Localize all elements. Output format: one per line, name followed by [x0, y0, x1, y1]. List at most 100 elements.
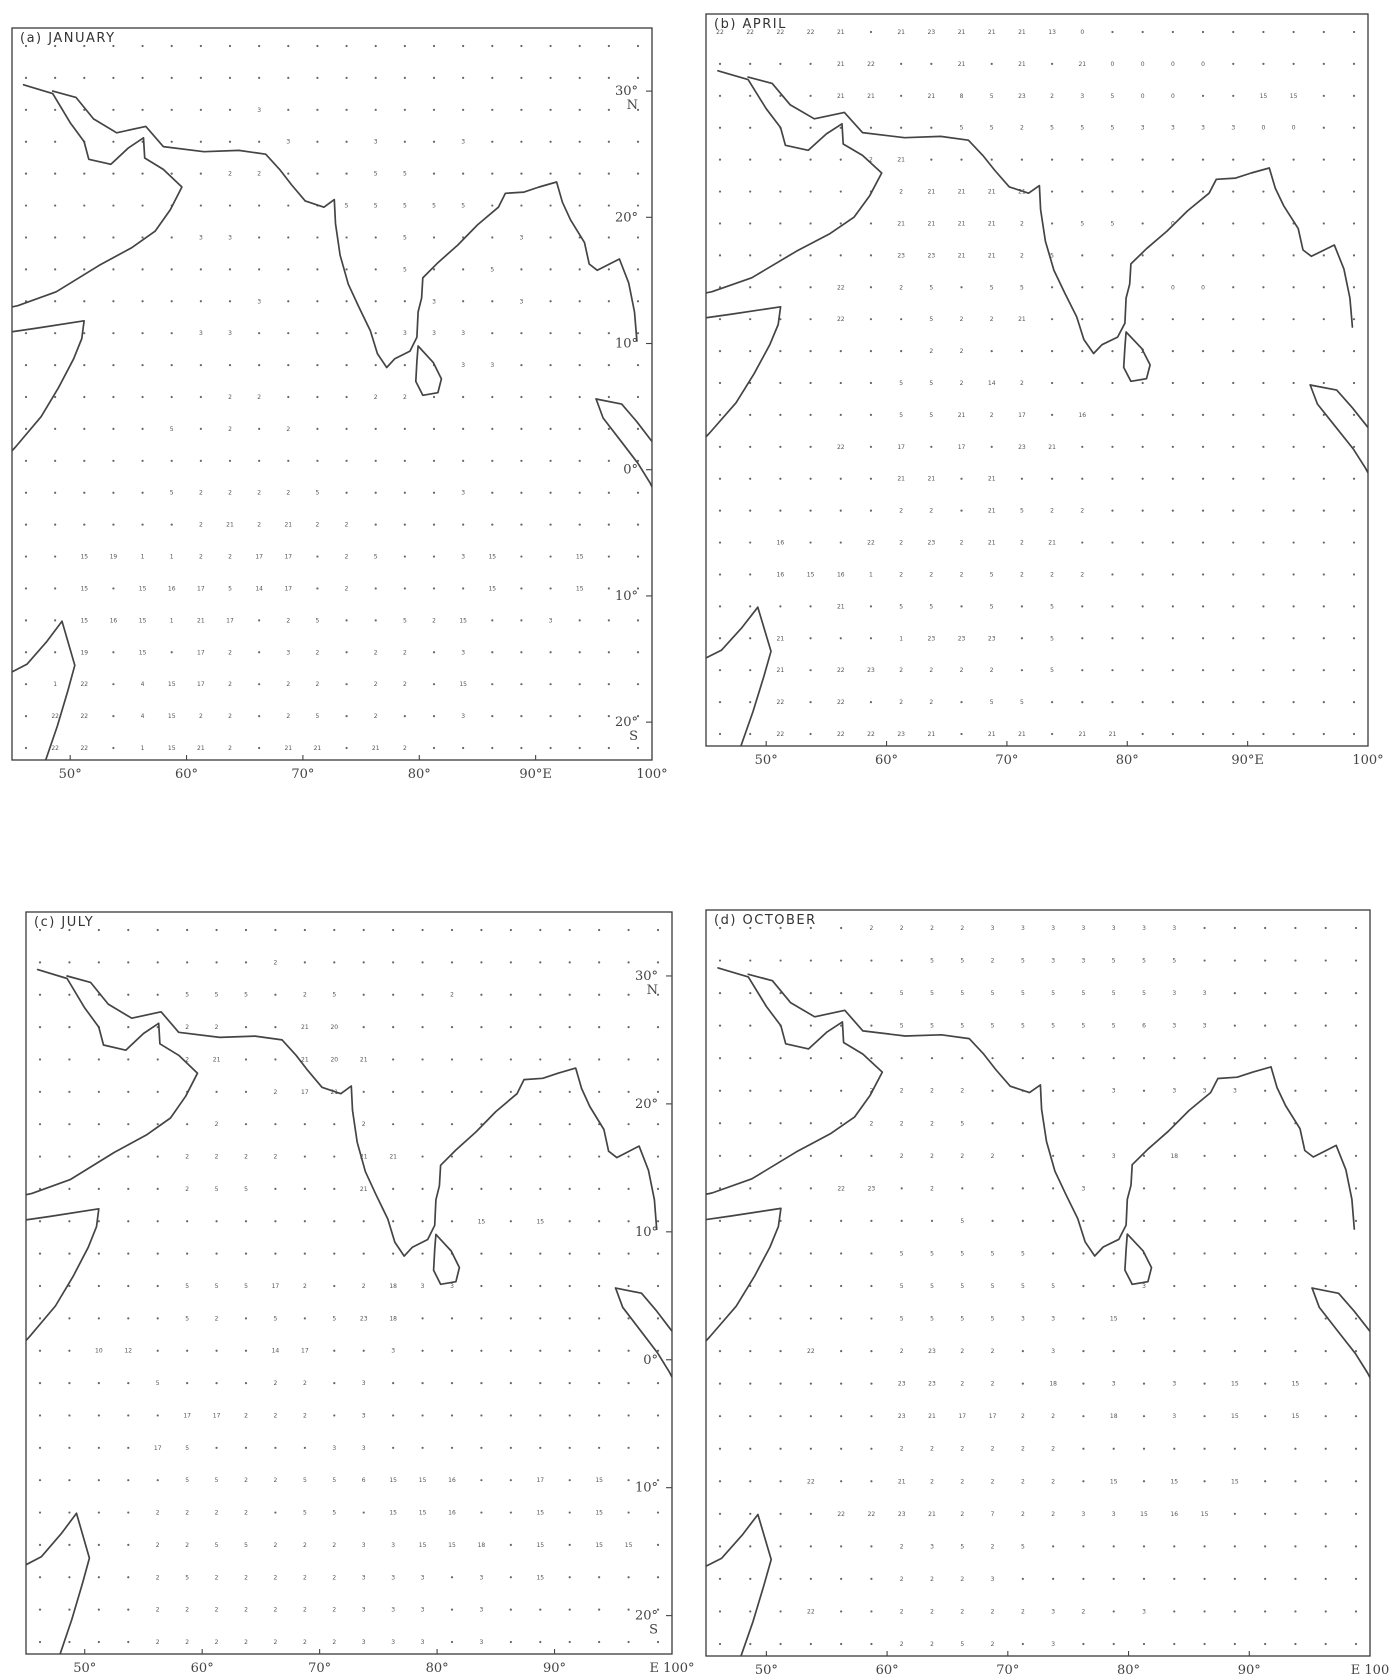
grid-point [38, 1155, 42, 1158]
grid-point [598, 1252, 601, 1255]
grid-point [244, 1123, 248, 1126]
grid-point [1142, 1577, 1146, 1581]
grid-point [432, 268, 436, 271]
grid-code-value: 18 [389, 1315, 397, 1322]
grid-point [186, 1123, 189, 1126]
grid-point [345, 395, 348, 399]
grid-point [961, 1187, 964, 1190]
grid-point [345, 491, 348, 494]
grid-point [1081, 158, 1084, 161]
grid-point [1052, 1089, 1055, 1092]
grid-code-value: 3 [391, 1607, 395, 1614]
grid-point [1294, 1642, 1297, 1646]
grid-point [840, 1154, 843, 1157]
grid-code-value: 2 [228, 426, 232, 433]
grid-point [1203, 959, 1206, 962]
grid-point [480, 1349, 483, 1352]
lat-tick-label: S [649, 1623, 658, 1638]
grid-code-value: 5 [930, 1316, 934, 1323]
grid-point [749, 1122, 752, 1125]
grid-code-value: 5 [1021, 1023, 1025, 1030]
grid-point [54, 523, 57, 526]
grid-point [345, 683, 348, 686]
grid-code-value: 5 [332, 1315, 336, 1322]
grid-code-value: 3 [1021, 1316, 1025, 1323]
grid-point [509, 1414, 512, 1417]
grid-code-value: 5 [403, 203, 407, 210]
grid-code-value: 2 [991, 1543, 995, 1550]
grid-code-value: 2 [286, 490, 290, 497]
grid-point [374, 76, 377, 80]
grid-code-value: 2 [900, 1446, 904, 1453]
grid-point [1233, 1187, 1236, 1190]
grid-point [421, 1317, 424, 1320]
grid-code-value: 21 [928, 93, 936, 100]
grid-point [54, 300, 57, 303]
grid-code-value: 0 [1171, 61, 1175, 68]
grid-code-value: 3 [1082, 958, 1086, 965]
grid-code-value: 23 [897, 252, 905, 259]
grid-point [392, 1123, 395, 1126]
grid-point [809, 732, 812, 736]
grid-point [779, 286, 782, 289]
grid-point [607, 555, 610, 558]
grid-point [627, 1511, 630, 1514]
grid-point [38, 1608, 42, 1611]
grid-code-value: 5 [960, 1218, 964, 1225]
grid-point [450, 1317, 454, 1320]
grid-point [718, 1187, 722, 1190]
grid-code-value: 2 [930, 925, 934, 932]
grid-point [112, 172, 115, 175]
lat-tick-label: 10° [615, 337, 638, 352]
grid-point [392, 1252, 395, 1255]
grid-code-value: 23 [1018, 444, 1026, 451]
grid-point [656, 961, 660, 964]
grid-point [870, 1480, 873, 1483]
grid-code-value: 2 [185, 1510, 189, 1517]
grid-point [127, 993, 130, 996]
grid-code-value: 0 [1171, 284, 1175, 291]
grid-point [1352, 94, 1356, 97]
grid-point [749, 190, 752, 193]
grid-point [112, 746, 115, 750]
grid-point [1262, 158, 1265, 161]
grid-point [870, 1317, 873, 1320]
grid-point [718, 1447, 722, 1450]
grid-point [24, 363, 28, 367]
grid-point [869, 254, 873, 257]
grid-point [869, 509, 873, 512]
grid-point [636, 395, 640, 399]
grid-code-value: 2 [244, 1154, 248, 1161]
grid-point [840, 1349, 843, 1353]
grid-point [779, 1187, 782, 1190]
grid-code-value: 2 [991, 1478, 995, 1485]
grid-point [840, 959, 843, 962]
grid-point [450, 1090, 454, 1093]
grid-point [38, 1090, 42, 1093]
grid-point [809, 669, 812, 672]
grid-point [1292, 413, 1295, 417]
grid-point [549, 523, 552, 526]
grid-point [127, 1090, 130, 1093]
grid-point [1354, 926, 1358, 930]
grid-point [568, 1446, 571, 1449]
grid-point [749, 1187, 752, 1190]
grid-point [1112, 1610, 1115, 1613]
grid-point [1322, 286, 1325, 289]
grid-point [809, 1642, 812, 1646]
grid-code-value: 5 [930, 1250, 934, 1257]
grid-point [83, 459, 86, 462]
grid-code-value: 2 [870, 1120, 874, 1127]
grid-code-value: 2 [900, 1543, 904, 1550]
grid-point [578, 140, 581, 143]
grid-code-value: 5 [900, 1250, 904, 1257]
grid-point [840, 926, 843, 930]
grid-point [1233, 1154, 1236, 1157]
grid-point [1354, 959, 1358, 962]
grid-code-value: 2 [228, 490, 232, 497]
grid-code-value: 3 [480, 1607, 484, 1614]
grid-point [1171, 318, 1174, 321]
grid-code-value: 1 [869, 571, 873, 578]
grid-point [1264, 1154, 1267, 1157]
grid-code-value: 21 [372, 745, 380, 752]
